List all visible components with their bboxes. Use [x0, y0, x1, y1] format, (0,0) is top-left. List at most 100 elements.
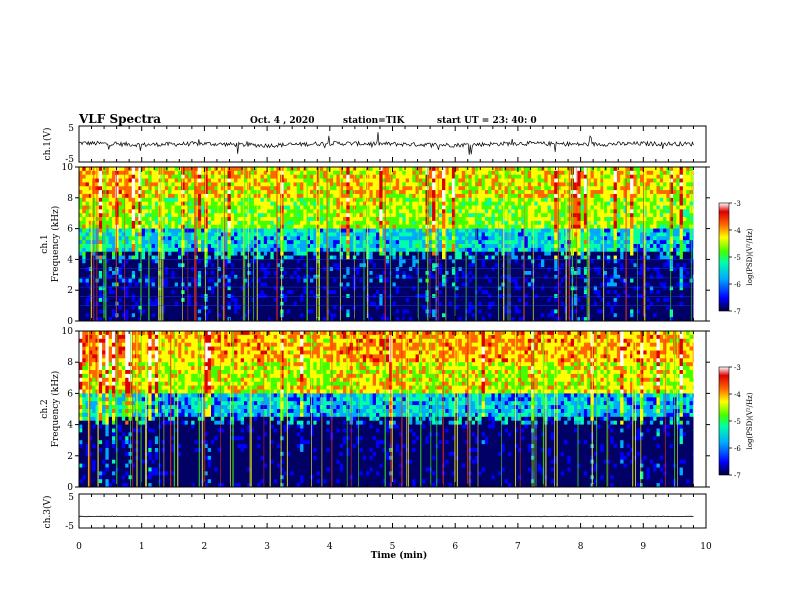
spectrogram-cell: [105, 232, 109, 237]
spectrogram-cell: [336, 182, 340, 187]
spectrogram-cell: [336, 267, 340, 272]
spectrogram-cell: [379, 178, 383, 183]
spectrogram-cell: [356, 274, 360, 279]
spectrogram-cell: [382, 294, 387, 299]
spectrogram-cell: [468, 251, 472, 256]
spectrogram-cell: [227, 228, 232, 233]
spectrogram-cell: [108, 174, 113, 179]
spectrogram-cell: [313, 174, 317, 179]
spectrogram-cell: [458, 190, 463, 195]
spectrogram-cell: [422, 244, 426, 249]
spectrogram-cell: [392, 197, 397, 202]
spectrogram-cell: [211, 270, 215, 276]
spectrogram-cell: [112, 247, 116, 252]
spectrogram-cell: [475, 224, 479, 229]
spectrogram-cell: [438, 193, 443, 199]
spectrogram-cell: [263, 270, 268, 276]
spectrogram-cell: [204, 201, 208, 206]
spectrogram-cell: [300, 186, 304, 191]
spectrogram-cell: [405, 197, 410, 202]
spectrogram-cell: [313, 270, 317, 276]
spectrogram-cell: [306, 259, 311, 264]
spectrogram-cell: [385, 205, 390, 210]
spectrogram-cell: [323, 263, 327, 268]
spectrogram-cell: [329, 170, 334, 175]
spectrogram-cell: [484, 190, 489, 195]
spectrogram-cell: [171, 213, 175, 218]
spectrogram-cell: [138, 305, 142, 310]
spectrogram-cell: [220, 317, 225, 321]
spectrogram-cell: [168, 167, 172, 172]
spectrogram-cell: [88, 240, 93, 245]
spectrogram-cell: [389, 267, 393, 272]
spectrogram-cell: [125, 220, 129, 226]
spectrogram-cell: [217, 270, 222, 276]
spectrogram-cell: [296, 228, 301, 233]
spectrogram-cell: [128, 220, 133, 226]
spectrogram-cell: [399, 255, 403, 260]
spectrogram-cell: [85, 201, 90, 206]
spectrogram-cell: [181, 217, 185, 222]
spectrogram-cell: [224, 282, 228, 287]
spectrogram-cell: [333, 167, 337, 172]
spectrogram-cell: [395, 240, 400, 245]
spectrogram-cell: [201, 255, 205, 260]
spectrogram-cell: [356, 270, 360, 276]
spectrogram-cell: [184, 213, 189, 218]
spectrogram-cell: [125, 205, 129, 210]
spectrogram-cell: [118, 209, 123, 214]
spectrogram-cell: [79, 170, 83, 175]
spectrogram-cell: [250, 255, 255, 260]
spectrogram-cell: [468, 263, 472, 268]
spectrogram-cell: [164, 301, 169, 306]
spectrogram-cell: [385, 255, 390, 260]
spectrogram-cell: [184, 294, 189, 299]
spectrogram-cell: [270, 170, 274, 175]
spectrogram-cell: [356, 278, 360, 283]
spectrogram-cell: [313, 247, 317, 252]
spectrogram-cell: [359, 317, 364, 321]
spectrogram-cell: [257, 259, 261, 264]
spectrogram-cell: [277, 309, 281, 314]
spectrogram-cell: [481, 228, 486, 233]
spectrogram-cell: [283, 286, 288, 291]
spectrogram-cell: [409, 251, 413, 256]
spectrogram-cell: [379, 251, 383, 256]
spectrogram-cell: [115, 294, 119, 299]
spectrogram-cell: [128, 317, 133, 321]
spectrogram-cell: [389, 220, 393, 226]
spectrogram-cell: [85, 274, 90, 279]
spectrogram-cell: [230, 305, 235, 310]
spectrogram-cell: [118, 182, 123, 187]
spectrogram-cell: [455, 313, 459, 318]
spectrogram-cell: [250, 247, 255, 252]
spectrogram-cell: [257, 255, 261, 260]
spectrogram-cell: [379, 244, 383, 249]
spectrogram-cell: [369, 201, 373, 206]
spectrogram-cell: [151, 178, 156, 183]
spectrogram-cell: [121, 313, 126, 318]
spectrogram-cell: [273, 247, 278, 252]
spectrogram-cell: [164, 178, 169, 183]
spectrogram-cell: [184, 201, 189, 206]
spectrogram-cell: [138, 270, 142, 276]
spectrogram-cell: [339, 286, 344, 291]
spectrogram-cell: [488, 247, 492, 252]
spectrogram-cell: [79, 178, 83, 183]
spectrogram-cell: [395, 220, 400, 226]
spectrogram-cell: [293, 259, 298, 264]
spectrogram-cell: [220, 217, 225, 222]
spectrogram-cell: [207, 290, 212, 295]
spectrogram-cell: [478, 267, 482, 272]
spectrogram-cell: [121, 259, 126, 264]
spectrogram-cell: [148, 244, 152, 249]
spectrogram-cell: [465, 313, 469, 318]
spectrogram-cell: [201, 263, 205, 268]
spectrogram-cell: [174, 224, 179, 229]
spectrogram-cell: [79, 197, 83, 202]
spectrogram-cell: [346, 186, 350, 191]
spectrogram-cell: [379, 209, 383, 214]
spectrogram-cell: [227, 274, 232, 279]
spectrogram-cell: [141, 197, 146, 202]
spectrogram-cell: [240, 186, 245, 191]
